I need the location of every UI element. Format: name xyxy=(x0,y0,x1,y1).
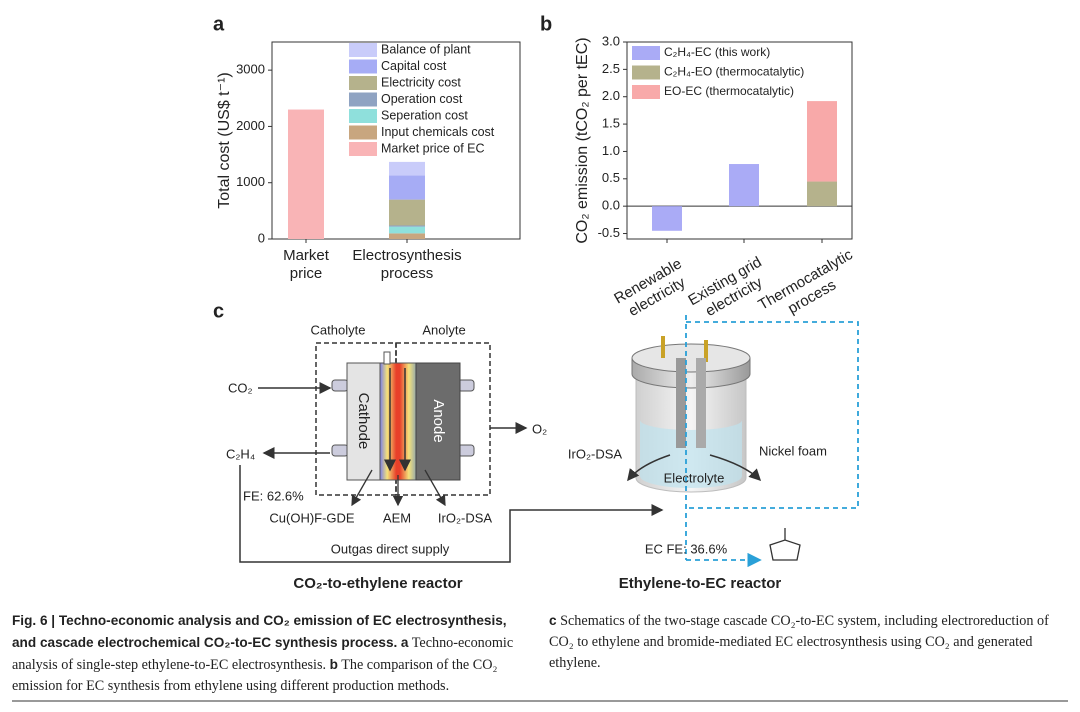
legend-label: Seperation cost xyxy=(381,108,468,122)
label: O₂ xyxy=(532,421,547,436)
label: Catholyte xyxy=(311,322,366,337)
y-axis-label: CO₂ emission (tCO₂ per tEC) xyxy=(574,37,591,243)
y-tick-label: 3000 xyxy=(236,62,265,77)
y-tick-label: 1.0 xyxy=(602,143,620,158)
label: AEM xyxy=(383,510,411,525)
co2-reactor xyxy=(239,342,664,563)
caption-bold: Fig. 6 | Techno-economic analysis and CO… xyxy=(12,613,507,650)
label: Nickel foam xyxy=(759,443,827,458)
label: Anode xyxy=(430,399,447,442)
label: Electrolyte xyxy=(664,470,725,485)
caption-right: c Schematics of the two-stage cascade CO… xyxy=(549,610,1068,674)
label: EC FE: 36.6% xyxy=(645,541,728,556)
x-tick-label: Market price xyxy=(283,247,329,282)
label: Cathode xyxy=(355,393,372,450)
legend-swatch xyxy=(632,65,660,80)
legend-label: Operation cost xyxy=(381,92,463,106)
label: IrO₂-DSA xyxy=(438,510,492,525)
legend-label: C₂H₄-EO (thermocatalytic) xyxy=(664,65,804,79)
legend-swatch xyxy=(349,59,377,74)
y-axis-label: Total cost (US$ t⁻¹) xyxy=(216,72,233,208)
bar xyxy=(288,109,324,240)
label: Outgas direct supply xyxy=(331,541,450,556)
bar xyxy=(389,225,425,227)
label: Cu(OH)F-GDE xyxy=(269,510,355,525)
caption-bold: a xyxy=(400,635,409,650)
label: FE: 62.6% xyxy=(243,488,304,503)
y-tick-label: 3.0 xyxy=(602,33,620,48)
legend-swatch xyxy=(349,76,377,90)
bar xyxy=(807,181,837,207)
ec-reactor xyxy=(627,315,859,568)
y-tick-label: 0 xyxy=(258,230,265,245)
plot-frame xyxy=(626,41,853,240)
legend-label: Balance of plant xyxy=(381,42,471,56)
y-tick-label: 2.5 xyxy=(602,61,620,76)
caption-bold: b xyxy=(329,657,338,672)
bar xyxy=(807,101,837,182)
caption-bold: c xyxy=(549,613,557,628)
y-tick-label: -0.5 xyxy=(598,225,620,240)
legend-label: Electricity cost xyxy=(381,75,461,89)
label: CO₂ xyxy=(228,380,253,395)
legend-label: Input chemicals cost xyxy=(381,125,495,139)
caption-text: The comparison of the CO₂ emission for E… xyxy=(12,657,498,694)
x-tick-label: Electrosynthesis process xyxy=(352,247,462,282)
bar xyxy=(729,164,759,207)
caption-text: Techno-economic analysis of single-step … xyxy=(12,635,514,673)
label: IrO₂-DSA xyxy=(568,446,622,461)
y-tick-label: 2.0 xyxy=(602,88,620,103)
label: Ethylene-to-EC reactor xyxy=(619,575,782,592)
y-tick-label: 0.0 xyxy=(602,198,620,213)
label: Anolyte xyxy=(422,322,465,337)
bar xyxy=(389,199,425,226)
bar xyxy=(389,233,425,239)
panel-label: c xyxy=(213,300,224,322)
caption-left: Fig. 6 | Techno-economic analysis and CO… xyxy=(12,610,528,697)
caption-text: Schematics of the two-stage cascade CO₂-… xyxy=(549,613,1049,671)
legend-label: EO-EC (thermocatalytic) xyxy=(664,84,794,98)
legend-label: Market price of EC xyxy=(381,141,485,155)
bar xyxy=(389,161,425,176)
legend-swatch xyxy=(349,43,377,57)
panel-label: b xyxy=(540,13,552,35)
bar xyxy=(652,206,682,231)
y-tick-label: 0.5 xyxy=(602,170,620,185)
label: CO₂-to-ethylene reactor xyxy=(293,575,462,592)
legend-swatch xyxy=(349,125,377,140)
label: C₂H₄ xyxy=(226,446,255,461)
legend-swatch xyxy=(349,142,377,156)
legend-swatch xyxy=(632,85,660,99)
panel-label: a xyxy=(213,13,225,35)
y-tick-label: 2000 xyxy=(236,118,265,133)
legend-swatch xyxy=(349,92,377,107)
legend-label: Capital cost xyxy=(381,59,447,73)
bar xyxy=(389,175,425,200)
legend-swatch xyxy=(632,46,660,60)
bar xyxy=(389,226,425,234)
y-tick-label: 1000 xyxy=(236,174,265,189)
y-tick-label: 1.5 xyxy=(602,116,620,131)
legend-swatch xyxy=(349,109,377,123)
legend-label: C₂H₄-EC (this work) xyxy=(664,45,770,59)
